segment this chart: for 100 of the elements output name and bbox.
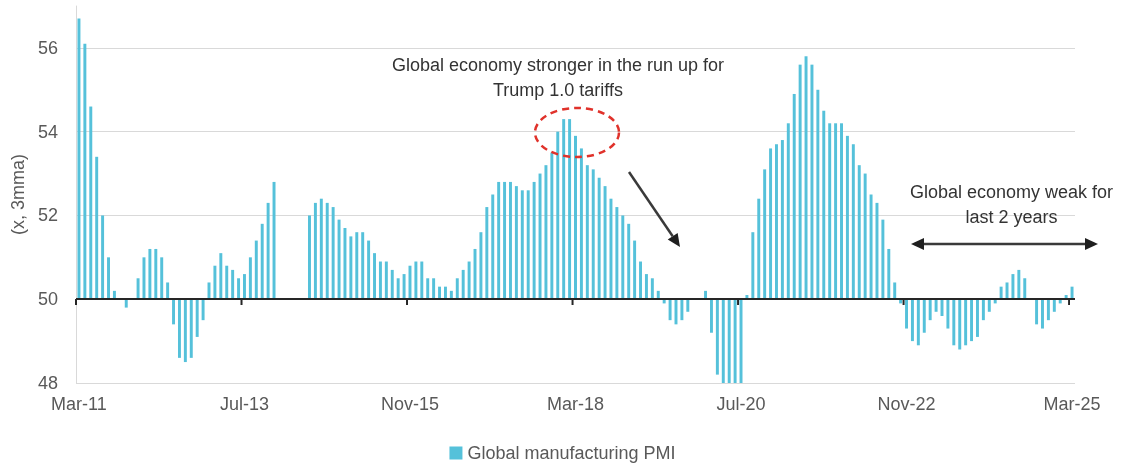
x-tick-label: Nov-22 [877, 394, 936, 414]
bar [538, 173, 542, 300]
bar [154, 248, 158, 300]
y-tick-label: 56 [37, 37, 58, 58]
bar [733, 299, 737, 383]
bar [591, 169, 595, 300]
bar [905, 299, 909, 329]
bar [934, 299, 938, 312]
bar [172, 299, 176, 325]
bar [727, 299, 731, 383]
bar [343, 228, 347, 300]
bar [922, 299, 926, 333]
bar [231, 269, 235, 300]
bar [709, 299, 713, 333]
bar [107, 257, 110, 300]
bar [378, 261, 382, 300]
bar [497, 181, 501, 300]
y-axis-title: (x, 3mma) [8, 154, 29, 235]
bar [633, 240, 637, 300]
bar [715, 299, 719, 375]
bar [367, 240, 371, 300]
bar [1023, 278, 1027, 300]
bar [550, 152, 554, 300]
bar [426, 278, 430, 300]
bar [769, 148, 773, 300]
bar [544, 165, 548, 300]
bar [639, 261, 642, 300]
bar [597, 177, 601, 300]
bar [893, 282, 897, 300]
bar [503, 181, 507, 300]
bar [414, 261, 418, 300]
bar [721, 299, 725, 383]
bar [1041, 299, 1044, 329]
bar [313, 202, 317, 300]
bar [585, 165, 589, 300]
bar [95, 156, 99, 300]
bar [798, 64, 802, 300]
bar [319, 198, 323, 300]
bar [970, 299, 974, 342]
bar [390, 269, 394, 300]
bar [834, 123, 838, 300]
bar [308, 215, 311, 300]
bar [160, 257, 164, 300]
bar [792, 93, 796, 300]
bar [881, 219, 885, 300]
bar [763, 169, 767, 300]
y-tick-label: 48 [37, 373, 58, 393]
bar [148, 248, 152, 300]
x-tick-label: Mar-18 [546, 394, 605, 414]
bar [780, 140, 784, 300]
x-tick-label: Mar-11 [51, 394, 107, 414]
bar [177, 299, 181, 358]
y-tick-label: 54 [37, 121, 58, 142]
bar [479, 232, 483, 300]
bar [964, 299, 968, 346]
bar [166, 282, 170, 300]
bar [627, 223, 631, 300]
bar [467, 261, 471, 300]
bar [455, 278, 459, 300]
bar [485, 207, 489, 300]
bar [958, 299, 962, 350]
bar [650, 278, 654, 300]
bar [574, 135, 577, 300]
bar [869, 194, 873, 300]
bar [952, 299, 956, 346]
bar [975, 299, 979, 337]
bar [526, 190, 530, 300]
x-tick-label: Mar-25 [1043, 394, 1101, 414]
bar [828, 123, 832, 300]
bar [225, 265, 229, 300]
bar [254, 240, 258, 300]
legend-label: Global manufacturing PMI [467, 443, 676, 463]
bar [579, 148, 583, 300]
bar [686, 299, 690, 312]
bar [183, 299, 187, 363]
bar [349, 236, 353, 300]
bar [89, 106, 93, 300]
bar [384, 261, 388, 300]
bar [668, 299, 672, 321]
bar [775, 144, 778, 300]
bar [946, 299, 950, 329]
bar [822, 110, 826, 300]
bar [201, 299, 205, 321]
x-tick-label: Jul-13 [219, 394, 269, 414]
bar [219, 253, 223, 300]
bar [355, 232, 359, 300]
bar [910, 299, 914, 342]
bar [851, 144, 855, 300]
bar [621, 215, 625, 300]
bar [863, 173, 867, 300]
bar [83, 43, 87, 300]
bar [1046, 299, 1050, 321]
bar [804, 56, 808, 300]
bar [568, 119, 572, 300]
bar [1017, 269, 1021, 300]
bar [615, 207, 619, 300]
bar [556, 131, 560, 300]
annotation: Global economy weak for last 2 years [908, 181, 1115, 229]
bar [1052, 299, 1056, 312]
bar [916, 299, 920, 346]
